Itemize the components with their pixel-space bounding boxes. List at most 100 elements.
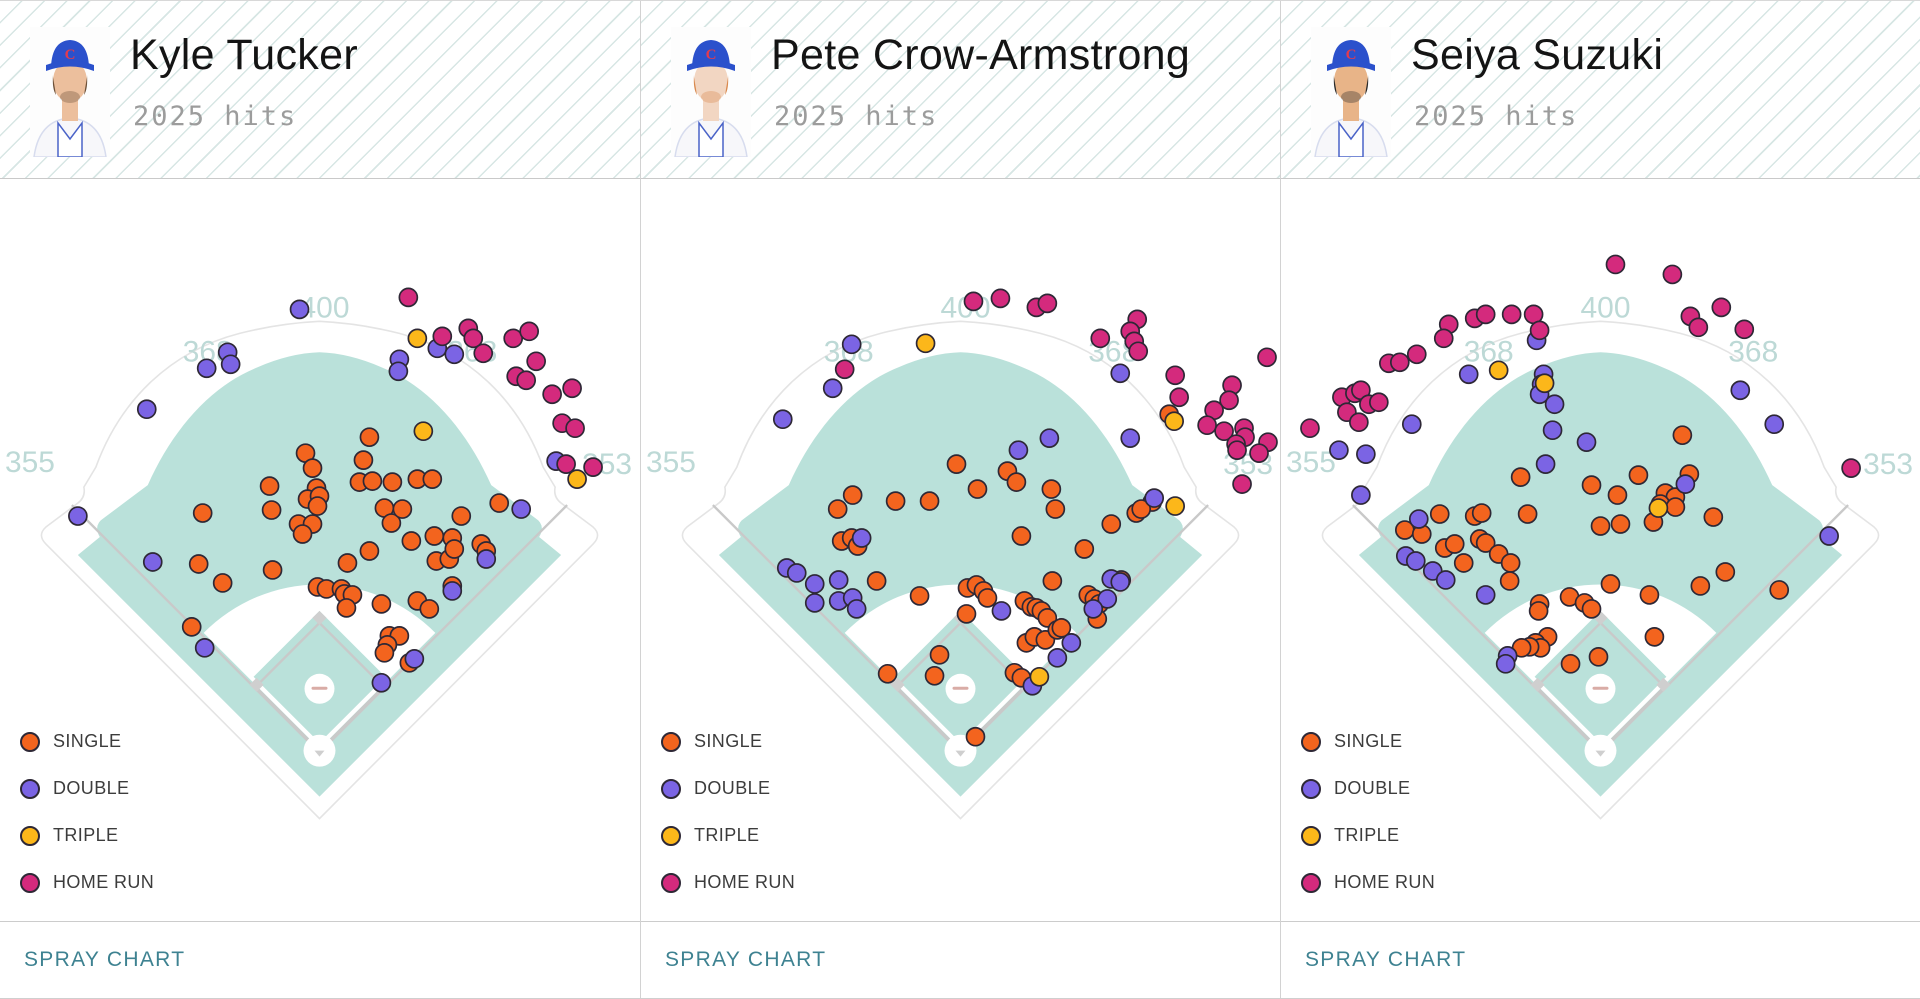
hit-dot-double	[1542, 420, 1563, 441]
hit-dot-single	[1045, 499, 1066, 519]
spray-chart-area: 355 368 400 368 353 SINGLE DOUBLE TRIPLE HOM…	[1281, 179, 1920, 921]
hit-dot-single	[1011, 526, 1032, 546]
hit-dot-double	[136, 399, 157, 420]
hit-dot-single	[842, 485, 863, 505]
hit-dot-double	[1329, 440, 1349, 460]
hit-dot-single	[424, 526, 445, 546]
hit-dot-single	[1510, 467, 1531, 487]
hit-dot-single	[1690, 576, 1711, 596]
player-headshot: C	[1311, 27, 1391, 157]
hit-dot-single	[1560, 653, 1581, 674]
hit-dot-double	[142, 552, 163, 572]
hit-dot-home-run	[1688, 317, 1709, 338]
hit-dot-single	[1453, 553, 1474, 573]
hit-dot-single	[1499, 571, 1520, 591]
svg-text:355: 355	[5, 446, 55, 479]
hit-dot-single	[362, 471, 383, 491]
player-name: Pete Crow-Armstrong	[771, 31, 1191, 79]
hit-dot-single	[1607, 485, 1628, 505]
hit-dot-single	[1042, 571, 1063, 591]
hit-dot-single	[1672, 425, 1693, 446]
hit-dot-double	[1083, 599, 1104, 619]
hit-dot-double	[444, 344, 465, 365]
hit-dot-home-run	[398, 287, 419, 308]
hit-dot-home-run	[1349, 412, 1369, 433]
hit-dot-double	[991, 601, 1012, 621]
hit-dot-double	[841, 334, 862, 355]
player-subtitle: 2025 hits	[1414, 101, 1579, 132]
hit-dot-single	[1628, 465, 1649, 485]
hit-dot-home-run	[516, 370, 537, 391]
hit-dot-home-run	[556, 454, 576, 474]
hit-dot-home-run	[562, 378, 582, 399]
double-swatch-icon	[661, 778, 681, 799]
hit-dot-single	[1074, 539, 1095, 559]
hit-dot-double	[1039, 428, 1060, 449]
hit-dot-home-run	[542, 384, 562, 405]
cap-logo: C	[1346, 47, 1357, 63]
hit-dot-single	[374, 643, 395, 663]
hit-dot-double	[476, 549, 497, 569]
legend-item-triple: TRIPLE	[20, 825, 154, 846]
legend: SINGLE DOUBLE TRIPLE HOME RUN	[1301, 731, 1435, 893]
hit-dot-single	[1051, 618, 1072, 638]
cap-logo: C	[706, 47, 717, 63]
legend-item-single: SINGLE	[661, 731, 795, 752]
hit-dot-double	[804, 593, 825, 613]
hit-dot-single	[192, 503, 213, 523]
spray-chart-section-label: SPRAY CHART	[1305, 948, 1467, 971]
hit-dot-single	[307, 496, 328, 516]
hit-dot-single	[359, 427, 380, 448]
hit-dot-single	[212, 573, 233, 593]
hit-dot-single	[419, 599, 440, 619]
hit-dot-single	[1475, 533, 1496, 553]
single-swatch-icon	[661, 731, 681, 752]
hit-dot-home-run	[1501, 304, 1522, 325]
player-headshot: C	[671, 27, 751, 157]
hit-dot-double	[1405, 551, 1426, 571]
legend-item-single: SINGLE	[20, 731, 154, 752]
hit-dot-single	[451, 506, 472, 526]
hit-dot-single	[382, 472, 403, 492]
hit-dot-home-run	[834, 359, 855, 380]
hit-dot-single	[422, 469, 443, 489]
hit-dot-single	[1588, 646, 1609, 667]
hit-dot-single	[1131, 499, 1152, 519]
hit-dot-single	[401, 531, 422, 551]
hit-dot-single	[381, 513, 402, 533]
hit-dot-double	[1008, 440, 1029, 460]
hit-dot-home-run	[503, 328, 524, 349]
hit-dot-home-run	[1257, 347, 1277, 368]
hit-dot-single	[965, 726, 986, 747]
player-panel: C Seiya Suzuki 2025 hits 355 368 400 368 353…	[1280, 1, 1920, 998]
hit-dot-single	[1006, 472, 1027, 492]
hit-dot-single	[1429, 504, 1450, 524]
legend-item-double: DOUBLE	[1301, 778, 1435, 799]
hit-dot-double	[1408, 509, 1429, 529]
hit-dot-double	[1061, 633, 1082, 653]
hit-dot-double	[1819, 526, 1839, 546]
hit-dot-double	[196, 358, 217, 379]
player-header: C Pete Crow-Armstrong 2025 hits	[641, 1, 1280, 179]
hit-dot-single	[1703, 507, 1724, 527]
legend: SINGLE DOUBLE TRIPLE HOME RUN	[661, 731, 795, 893]
hit-dot-home-run	[526, 351, 546, 372]
hit-dot-home-run	[473, 343, 494, 364]
single-swatch-icon	[20, 731, 40, 752]
single-swatch-icon	[1301, 731, 1321, 752]
hit-dot-home-run	[1711, 297, 1732, 318]
hit-dot-single	[336, 598, 357, 618]
hit-dot-triple	[1648, 498, 1669, 518]
hit-dot-single	[1769, 580, 1790, 600]
hit-dot-home-run	[1214, 421, 1234, 442]
hit-dot-home-run	[1165, 365, 1185, 386]
legend-item-home-run: HOME RUN	[661, 872, 795, 893]
legend-item-triple: TRIPLE	[1301, 825, 1435, 846]
hit-dot-home-run	[1169, 387, 1189, 408]
player-subtitle: 2025 hits	[774, 101, 939, 132]
hit-dot-single	[1590, 516, 1611, 536]
player-subtitle: 2025 hits	[133, 101, 298, 132]
hit-dot-single	[909, 586, 930, 606]
hit-dot-triple	[1164, 411, 1185, 432]
hit-dot-single	[371, 594, 392, 614]
